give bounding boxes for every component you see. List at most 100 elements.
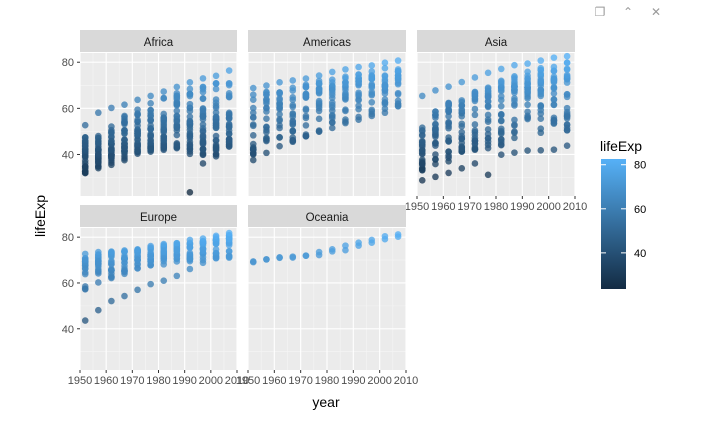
data-point xyxy=(432,108,439,115)
save-icon[interactable]: ❐ xyxy=(594,5,606,19)
data-point xyxy=(225,80,233,87)
data-point xyxy=(315,107,323,115)
x-tick-label: 1960 xyxy=(262,375,286,387)
data-point xyxy=(263,115,270,123)
data-point xyxy=(199,137,207,145)
data-point xyxy=(432,126,439,133)
data-point xyxy=(147,242,154,250)
data-point xyxy=(249,91,257,99)
data-point xyxy=(108,137,115,145)
x-tick-label: 1970 xyxy=(120,375,144,387)
data-point xyxy=(225,130,233,137)
data-point xyxy=(368,73,376,81)
data-point xyxy=(418,160,426,167)
data-point xyxy=(418,177,426,184)
data-point xyxy=(368,82,376,89)
close-icon[interactable]: ✕ xyxy=(650,5,662,19)
data-point xyxy=(497,135,505,143)
data-point xyxy=(276,124,283,132)
expand-icon[interactable]: ⌃ xyxy=(622,5,634,19)
data-point xyxy=(471,160,479,167)
data-point xyxy=(511,61,518,69)
x-tick-label: 1970 xyxy=(288,375,312,387)
x-tick-label: 1970 xyxy=(457,201,481,213)
data-point xyxy=(342,73,349,80)
data-point xyxy=(199,253,207,261)
data-point xyxy=(95,279,102,286)
data-point xyxy=(537,147,545,154)
data-point xyxy=(511,128,518,135)
data-point xyxy=(95,138,102,146)
data-point xyxy=(134,264,141,272)
data-point xyxy=(81,169,89,177)
data-point xyxy=(249,114,257,121)
data-point xyxy=(160,114,168,122)
data-point xyxy=(173,272,181,280)
x-tick-label: 1950 xyxy=(405,201,429,213)
data-point xyxy=(342,242,349,249)
data-point xyxy=(81,250,89,258)
data-point xyxy=(160,123,168,131)
data-point xyxy=(511,89,518,96)
data-point xyxy=(289,118,297,126)
data-point xyxy=(471,121,479,128)
data-point xyxy=(108,104,115,112)
data-point xyxy=(160,255,168,262)
data-point xyxy=(199,259,207,267)
data-point xyxy=(263,126,270,134)
data-point xyxy=(355,239,362,246)
data-point xyxy=(263,149,270,157)
data-point xyxy=(328,107,336,114)
data-point xyxy=(121,247,128,254)
data-point xyxy=(199,121,207,128)
facet-panel-africa: Africa 40 60 80 xyxy=(62,30,238,196)
data-point xyxy=(432,151,439,158)
data-point xyxy=(302,132,310,140)
data-point xyxy=(95,163,102,170)
data-point xyxy=(95,109,102,117)
data-point xyxy=(121,145,128,152)
data-point xyxy=(134,136,141,144)
data-point xyxy=(249,156,257,164)
data-point xyxy=(186,189,194,196)
data-point xyxy=(458,144,466,152)
data-point xyxy=(212,72,220,80)
data-point xyxy=(524,101,531,109)
data-point xyxy=(160,277,168,284)
data-point xyxy=(328,124,336,132)
data-point xyxy=(276,116,283,123)
data-point xyxy=(108,130,115,137)
data-point xyxy=(315,79,323,87)
data-point xyxy=(432,87,439,94)
data-point xyxy=(121,268,128,276)
data-point xyxy=(121,120,128,128)
y-tick-label: 80 xyxy=(62,232,74,244)
data-point xyxy=(186,142,194,149)
data-point xyxy=(355,63,362,71)
data-point xyxy=(160,95,168,102)
data-point xyxy=(121,101,128,108)
data-point xyxy=(537,86,545,94)
data-point xyxy=(302,75,310,82)
data-point xyxy=(537,70,545,77)
data-point xyxy=(199,246,207,254)
data-point xyxy=(212,96,220,103)
data-point xyxy=(511,102,518,109)
data-point xyxy=(81,142,89,149)
x-tick-label: 1980 xyxy=(146,375,170,387)
data-point xyxy=(497,117,505,124)
panel-toolbar: ❐ ⌃ ✕ xyxy=(591,4,665,20)
data-point xyxy=(445,100,452,108)
data-point xyxy=(134,246,141,253)
data-point xyxy=(550,54,558,61)
data-point xyxy=(445,112,452,120)
data-point xyxy=(368,112,376,120)
data-point xyxy=(186,90,194,98)
facet-strip-label: Europe xyxy=(140,212,177,224)
data-point xyxy=(225,241,233,249)
data-point xyxy=(394,102,402,110)
data-point xyxy=(368,236,376,244)
data-point xyxy=(225,67,233,74)
data-point xyxy=(225,248,233,255)
